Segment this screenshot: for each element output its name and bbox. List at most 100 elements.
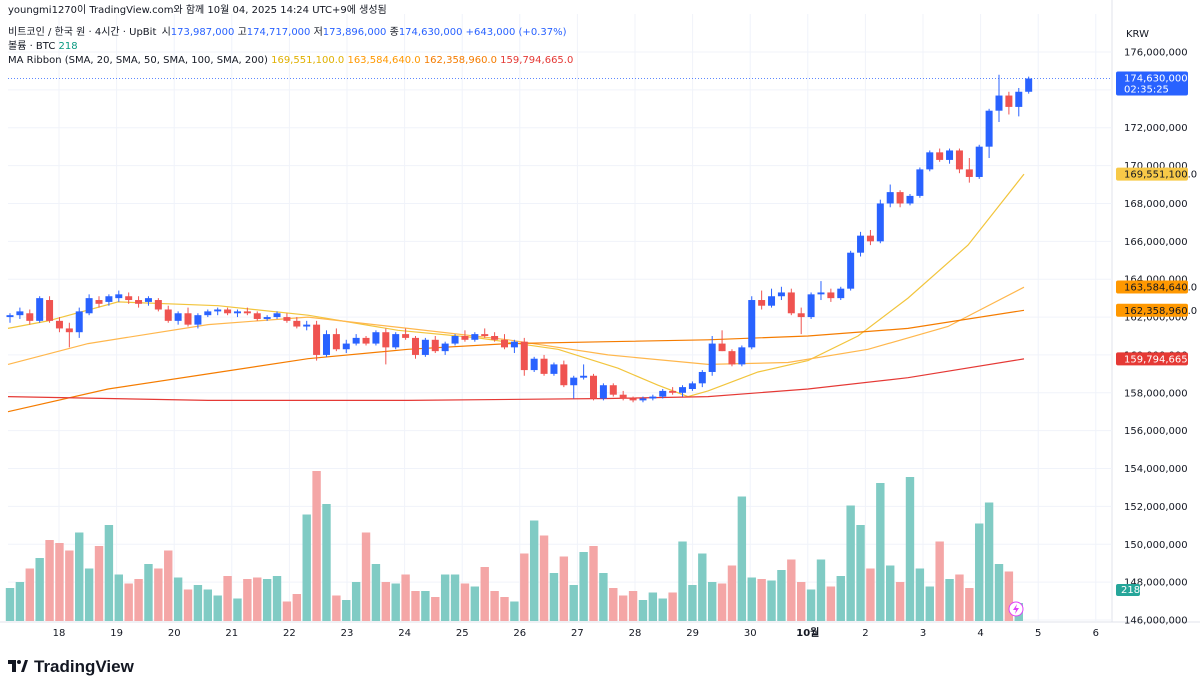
volume-bar <box>727 565 737 621</box>
candle-body <box>16 311 24 316</box>
volume-bar <box>35 558 44 621</box>
candle-body <box>787 292 795 314</box>
volume-bar <box>411 591 420 621</box>
candle-body <box>75 311 83 333</box>
publish-info: youngmi1270이 TradingView.com와 함께 10월 04,… <box>8 5 387 16</box>
y-tick-label: 162,000,000 <box>1124 313 1188 324</box>
candle-body <box>708 343 716 372</box>
open-label: 시 <box>161 27 171 38</box>
volume-bar <box>520 553 529 621</box>
candle-body <box>224 309 232 314</box>
close-label: 종 <box>389 27 399 38</box>
volume-bar <box>322 504 331 621</box>
time-axis[interactable]: 18 19 20 21 22 23 24 25 26 27 28 29 30 10월 2 3 4 5 6 <box>53 627 1099 639</box>
volume-legend[interactable]: 볼륨 · BTC 218 <box>8 41 78 53</box>
candle-body <box>481 334 489 336</box>
candle-body <box>372 332 380 344</box>
volume-bar <box>460 583 470 621</box>
volume-bar <box>668 592 677 621</box>
volume-bar <box>876 483 885 621</box>
candle-body <box>698 371 706 384</box>
candle-body <box>560 364 568 386</box>
candle-body <box>46 300 54 321</box>
ma-tag-1-bg <box>1116 167 1188 181</box>
volume-bar <box>104 525 114 621</box>
x-tick-label: 23 <box>341 628 354 639</box>
candle-body <box>85 298 93 314</box>
volume-bar <box>193 585 203 621</box>
candle-body <box>461 336 469 340</box>
candle-body <box>382 332 390 348</box>
y-tick-label: 146,000,000 <box>1124 616 1188 627</box>
price-tag-bg <box>1116 71 1188 96</box>
y-tick-label: 152,000,000 <box>1124 502 1188 513</box>
y-tick-label: 158,000,000 <box>1124 388 1188 399</box>
volume-bar <box>777 570 786 621</box>
tradingview-logo-text: TradingView <box>34 657 134 676</box>
volume-bar <box>529 520 539 621</box>
candle-body <box>441 343 449 352</box>
volume-bar <box>856 525 865 621</box>
volume-bar <box>173 577 183 621</box>
candle-body <box>411 337 419 355</box>
sma20-line <box>7 173 1025 398</box>
currency-label[interactable]: KRW <box>1126 29 1149 40</box>
candle-body <box>451 336 459 344</box>
candle-body <box>669 390 677 393</box>
y-tick-label: 154,000,000 <box>1124 464 1188 475</box>
volume-bar <box>342 600 351 621</box>
candle-body <box>570 377 578 386</box>
y-tick-label: 172,000,000 <box>1124 123 1188 134</box>
candle-body <box>520 341 528 371</box>
ma-ribbon-legend[interactable]: MA Ribbon (SMA, 20, SMA, 50, SMA, 100, S… <box>8 55 573 67</box>
candle-body <box>154 300 162 310</box>
volume-bar <box>45 540 54 621</box>
candle-body <box>55 320 63 329</box>
candle-body <box>273 313 281 318</box>
candle-body <box>906 195 914 204</box>
x-tick-label: 25 <box>456 628 469 639</box>
volume-bar <box>787 559 796 621</box>
candle-body <box>797 313 805 318</box>
sma200-line <box>7 358 1025 401</box>
candle-body <box>263 317 271 319</box>
volume-bar <box>618 595 628 621</box>
candle-body <box>590 375 598 399</box>
volume-bar <box>94 546 104 621</box>
volume-bar <box>648 592 658 621</box>
candle-body <box>1015 91 1023 107</box>
volume-bar <box>1004 571 1014 621</box>
volume-bar <box>262 579 272 621</box>
y-tick-label: 176,000,000 <box>1124 48 1188 59</box>
sma50-line <box>7 286 1025 366</box>
price-axis[interactable]: 176,000,000174,000,000172,000,000170,000… <box>1124 48 1188 627</box>
x-tick-label: 30 <box>744 628 757 639</box>
lightning-badge-icon[interactable] <box>1008 601 1024 617</box>
x-tick-label: 5 <box>1035 628 1041 639</box>
candle-body <box>6 315 14 318</box>
volume-bar <box>678 541 687 621</box>
ma100-value: 162,358,960.0 <box>423 55 497 66</box>
candle-body <box>837 288 845 299</box>
tradingview-logo[interactable]: TradingView <box>8 657 134 677</box>
volume-bar <box>658 598 667 621</box>
candle-body <box>313 324 321 355</box>
candle-body <box>36 298 44 321</box>
candle-body <box>688 383 696 390</box>
ma200-value: 159,794,665.0 <box>500 55 574 66</box>
candle-body <box>184 313 192 325</box>
volume-bar <box>431 597 440 621</box>
volume-bar <box>846 505 855 621</box>
candle-body <box>817 292 825 295</box>
lightning-glyph <box>1013 604 1019 614</box>
volume-bar <box>470 586 480 621</box>
volume-bar <box>114 574 123 621</box>
symbol-legend[interactable]: 비트코인 / 한국 원 · 4시간 · UpBit 시173,987,000 고… <box>8 27 566 39</box>
y-tick-label: 150,000,000 <box>1124 540 1188 551</box>
candle-body <box>164 309 172 321</box>
x-tick-label: 29 <box>686 628 699 639</box>
candle-body <box>115 294 123 299</box>
volume-bar <box>905 477 915 621</box>
